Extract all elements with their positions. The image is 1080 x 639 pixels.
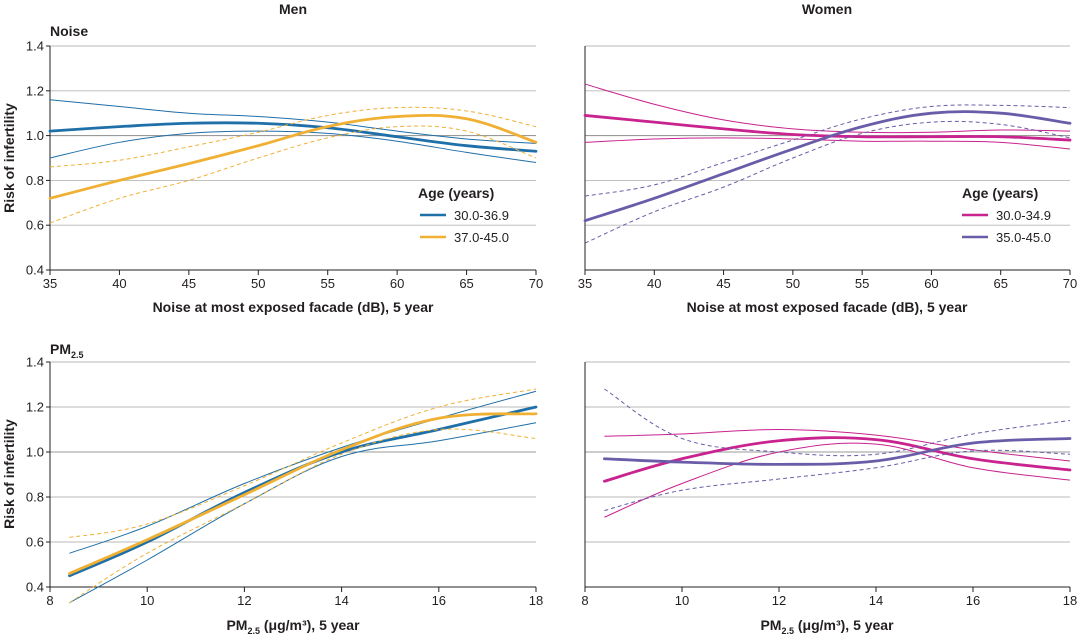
x-tick-label: 45 [182,276,196,291]
x-tick-label: 35 [578,276,592,291]
x-tick-label: 10 [675,593,689,608]
y-tick-label: 0.4 [26,263,44,278]
legend-women: Age (years) 30.0-34.9 35.0-45.0 [962,185,1051,245]
ci-upper-line-37.0-45.0 [49,106,537,168]
panel-pm-men: 0.4 0.6 0.8 1.0 1.2 1.4 8 10 12 14 16 18 [26,355,543,609]
estimate-line-30.0-34.9 [603,436,1072,483]
y-tick-label: 0.6 [26,218,44,233]
ci-lower-line-30.0-34.9 [604,442,1071,518]
x-tick-label: 12 [772,593,786,608]
estimate-line-30.0-36.9 [68,405,538,578]
y-tick-label: 1.2 [26,400,44,415]
x-tick-label: 45 [716,276,730,291]
column-title-men: Men [279,1,307,17]
x-tick-label: 65 [459,276,473,291]
y-tick-label: 1.4 [26,39,44,54]
x-tick-label: 55 [855,276,869,291]
ci-lower-line-35.0-45.0 [584,120,1071,244]
x-tick-label: 14 [334,593,348,608]
x-tick-label: 10 [140,593,154,608]
legend-label: 30.0-36.9 [454,208,509,223]
panel-noise-men: 0.4 0.6 0.8 1.0 1.2 1.4 35 40 45 50 55 60 65 70 [26,39,543,292]
panel-noise-women: 35 40 45 50 55 60 65 70 [578,45,1077,291]
x-tick-label: 60 [924,276,938,291]
column-title-women: Women [802,1,852,17]
x-tick-label: 12 [237,593,251,608]
ci-upper-line-30.0-34.9 [584,83,1071,134]
y-tick-label: 1.0 [26,128,44,143]
legend-label: 37.0-45.0 [454,230,509,245]
ci-lower-line-37.0-45.0 [69,428,537,604]
row-label-pm: PM2.5 [50,341,84,360]
legend-title: Age (years) [962,185,1038,201]
x-tick-label: 50 [251,276,265,291]
estimate-line-35.0-45.0 [603,437,1072,466]
x-tick-label: 65 [993,276,1007,291]
y-tick-label: 0.6 [26,535,44,550]
y-tick-label: 1.4 [26,355,44,370]
y-tick-label: 0.4 [26,580,44,595]
x-tick-label: 16 [966,593,980,608]
ci-upper-line-35.0-45.0 [604,388,1071,457]
y-tick-label: 0.8 [26,173,44,188]
ci-lower-line-35.0-45.0 [604,449,1071,511]
x-tick-label: 50 [786,276,800,291]
ci-upper-line-30.0-36.9 [49,99,537,144]
x-tick-label: 8 [581,593,588,608]
y-tick-label: 1.2 [26,83,44,98]
x-tick-label: 8 [46,593,53,608]
ci-upper-line-35.0-45.0 [584,104,1071,197]
legend-title: Age (years) [418,185,494,201]
x-tick-label: 18 [1063,593,1077,608]
ci-lower-line-30.0-34.9 [584,137,1071,150]
estimate-line-35.0-45.0 [583,110,1072,223]
ci-lower-line-30.0-36.9 [49,130,537,163]
x-tick-label: 60 [390,276,404,291]
x-axis-title-pm-women: PM2.5 (μg/m³), 5 year [760,617,894,636]
x-tick-label: 40 [112,276,126,291]
ci-lower-line-37.0-45.0 [49,125,537,224]
estimate-line-37.0-45.0 [68,412,538,575]
x-tick-label: 14 [869,593,883,608]
ci-upper-line-30.0-36.9 [69,390,537,554]
x-tick-label: 70 [1063,276,1077,291]
row-label-noise: Noise [50,23,88,39]
x-axis-title-noise-women: Noise at most exposed facade (dB), 5 yea… [687,299,968,315]
x-axis-title-pm-men: PM2.5 (μg/m³), 5 year [226,617,360,636]
x-axis-title-noise-men: Noise at most exposed facade (dB), 5 yea… [153,299,434,315]
x-tick-label: 40 [647,276,661,291]
estimate-line-30.0-36.9 [48,121,538,153]
x-tick-label: 70 [529,276,543,291]
ci-upper-line-30.0-34.9 [604,428,1071,462]
x-tick-label: 35 [43,276,57,291]
x-tick-label: 55 [320,276,334,291]
y-axis-title-bottom: Risk of infertility [1,419,17,529]
legend-men: Age (years) 30.0-36.9 37.0-45.0 [418,185,509,245]
y-tick-label: 0.8 [26,490,44,505]
x-tick-label: 18 [529,593,543,608]
y-axis-title-top: Risk of infertility [1,103,17,213]
legend-label: 35.0-45.0 [996,230,1051,245]
panel-pm-women: 8 10 12 14 16 18 [581,361,1077,608]
ci-upper-line-37.0-45.0 [69,388,537,538]
y-tick-label: 1.0 [26,445,44,460]
estimate-line-37.0-45.0 [48,113,538,200]
legend-label: 30.0-34.9 [996,208,1051,223]
ci-lower-line-30.0-36.9 [69,422,537,604]
x-tick-label: 16 [432,593,446,608]
